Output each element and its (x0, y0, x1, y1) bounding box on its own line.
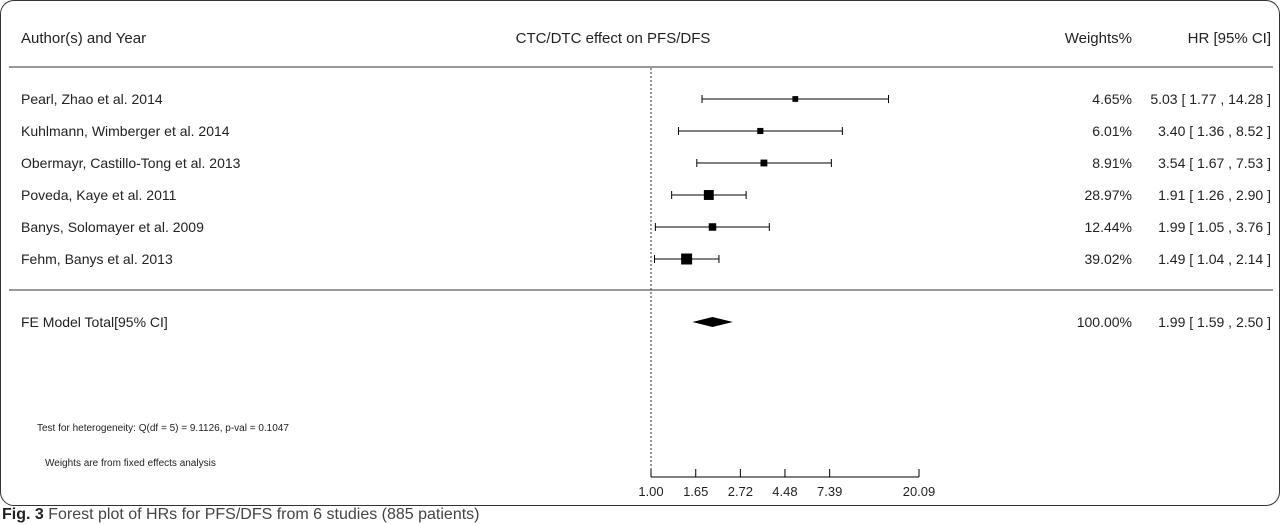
study-hr-ci: 1.99 [ 1.05 , 3.76 ] (1158, 219, 1271, 235)
figure-label: Fig. 3 (2, 506, 44, 523)
x-tick-label: 1.00 (638, 484, 663, 499)
point-estimate-marker (757, 127, 764, 135)
summary-diamond (692, 317, 733, 327)
study-hr-ci: 1.91 [ 1.26 , 2.90 ] (1158, 187, 1271, 203)
study-hr-ci: 5.03 [ 1.77 , 14.28 ] (1150, 91, 1271, 107)
study-label: Poveda, Kaye et al. 2011 (21, 187, 177, 203)
study-row: Obermayr, Castillo-Tong et al. 2013 8.91%… (21, 155, 1271, 171)
caption-text: Forest plot of HRs for PFS/DFS from 6 st… (48, 506, 480, 523)
point-estimate-marker (708, 223, 717, 231)
study-column-header: Author(s) and Year (21, 30, 146, 47)
point-estimate-marker (681, 253, 693, 265)
study-weight: 28.97% (1085, 187, 1132, 203)
x-tick-label: 7.39 (817, 484, 842, 499)
study-weight: 6.01% (1092, 123, 1132, 139)
study-hr-ci: 3.40 [ 1.36 , 8.52 ] (1158, 123, 1271, 139)
chart-title: CTC/DTC effect on PFS/DFS (516, 30, 711, 47)
point-estimate-marker (760, 159, 768, 167)
study-row: Poveda, Kaye et al. 2011 28.97% 1.91 [ 1.2… (21, 187, 1271, 203)
summary-label: FE Model Total[95% CI] (21, 314, 168, 330)
study-label: Fehm, Banys et al. 2013 (21, 251, 173, 267)
study-label: Obermayr, Castillo-Tong et al. 2013 (21, 155, 241, 171)
summary-hr-ci: 1.99 [ 1.59 , 2.50 ] (1158, 314, 1271, 330)
study-label: Kuhlmann, Wimberger et al. 2014 (21, 123, 230, 139)
summary-weight: 100.00% (1077, 314, 1132, 330)
x-tick-label: 20.09 (903, 484, 936, 499)
heterogeneity-note: Test for heterogeneity: Q(df = 5) = 9.11… (37, 423, 289, 434)
hr-column-header: HR [95% CI] (1188, 30, 1271, 47)
study-label: Banys, Solomayer et al. 2009 (21, 219, 204, 235)
x-tick-label: 1.65 (683, 484, 708, 499)
point-estimate-marker (792, 96, 799, 102)
study-row: Kuhlmann, Wimberger et al. 2014 6.01% 3.40… (21, 123, 1271, 139)
study-hr-ci: 1.49 [ 1.04 , 2.14 ] (1158, 251, 1271, 267)
study-weight: 8.91% (1092, 155, 1132, 171)
study-weight: 39.02% (1085, 251, 1132, 267)
figure-caption: Fig. 3 Forest plot of HRs for PFS/DFS fr… (2, 505, 480, 525)
figure-frame: Author(s) and Year CTC/DTC effect on PFS… (0, 0, 1280, 506)
study-hr-ci: 3.54 [ 1.67 , 7.53 ] (1158, 155, 1271, 171)
study-row: Banys, Solomayer et al. 2009 12.44% 1.99 [… (21, 219, 1271, 235)
study-label: Pearl, Zhao et al. 2014 (21, 91, 163, 107)
x-tick-label: 4.48 (772, 484, 797, 499)
weights-column-header: Weights% (1065, 30, 1132, 47)
study-row: Fehm, Banys et al. 2013 39.02% 1.49 [ 1.04… (21, 251, 1271, 267)
study-weight: 12.44% (1085, 219, 1132, 235)
forest-plot: Author(s) and Year CTC/DTC effect on PFS… (9, 30, 1273, 499)
point-estimate-marker (703, 190, 714, 200)
weights-note: Weights are from fixed effects analysis (45, 458, 216, 469)
x-tick-label: 2.72 (728, 484, 753, 499)
study-row: Pearl, Zhao et al. 2014 4.65% 5.03 [ 1.77 … (21, 91, 1271, 107)
study-weight: 4.65% (1092, 91, 1132, 107)
